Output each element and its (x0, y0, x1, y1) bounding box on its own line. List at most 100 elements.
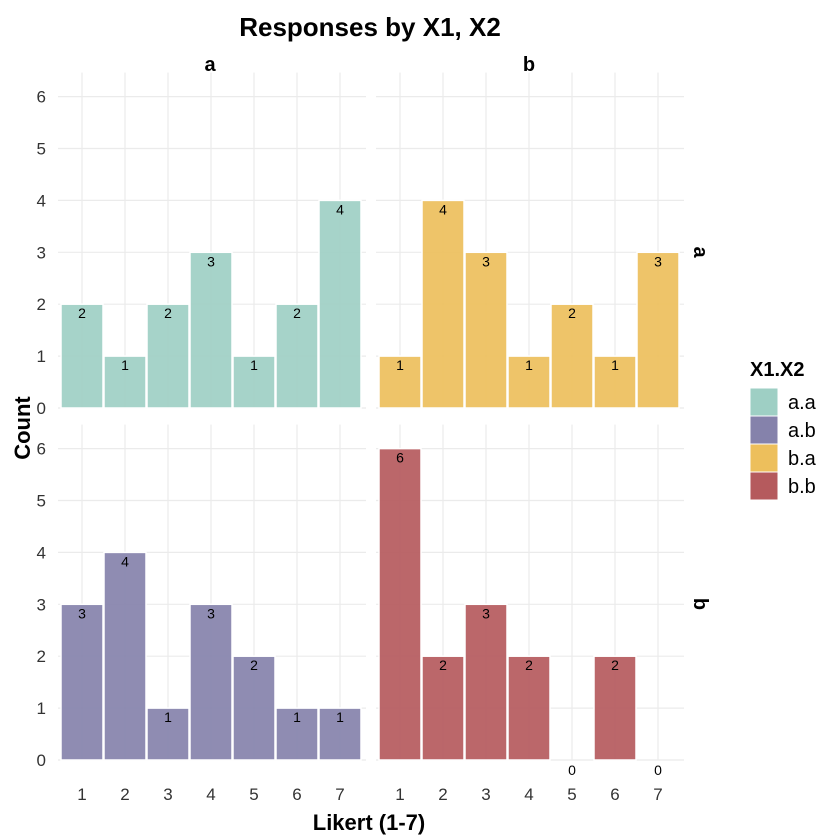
bar-label: 4 (121, 553, 129, 569)
panel-b-b: 6 2 3 2 0 2 0 1 2 3 4 5 6 7 (376, 424, 684, 804)
bar-label: 3 (207, 605, 215, 621)
y-axis-title: Count (10, 396, 35, 460)
y-tick-label: 2 (37, 647, 46, 666)
bar (378, 355, 422, 409)
panel-a-b: 1 4 3 1 2 1 3 (376, 72, 684, 409)
y-tick-label: 3 (37, 595, 46, 614)
bar (103, 355, 147, 409)
legend-title: X1.X2 (750, 359, 804, 381)
y-tick-label: 3 (37, 243, 46, 262)
y-tick-label: 0 (37, 399, 46, 418)
x-tick-label: 3 (163, 785, 172, 804)
legend-swatch (749, 415, 779, 445)
bar-label: 2 (439, 657, 447, 673)
bar-label: 2 (250, 657, 258, 673)
x-tick-label: 2 (120, 785, 129, 804)
row-strip-b: b (689, 598, 711, 610)
legend-label: a.b (788, 420, 816, 442)
bar (318, 707, 362, 761)
bar (103, 551, 147, 761)
bar (189, 251, 233, 409)
legend-label: a.a (788, 392, 817, 414)
bar-label: 4 (336, 201, 344, 217)
x-tick-label: 4 (524, 785, 533, 804)
bar-label: 2 (611, 657, 619, 673)
bar (421, 655, 465, 761)
bar-label: 1 (611, 357, 619, 373)
bar (550, 303, 594, 409)
y-tick-label: 4 (37, 191, 46, 210)
bar-label: 4 (439, 201, 447, 217)
bar (464, 603, 508, 761)
y-tick-label: 1 (37, 699, 46, 718)
bar (378, 447, 422, 761)
bar-label: 2 (293, 305, 301, 321)
bar (507, 355, 551, 409)
bar-label: 0 (654, 762, 662, 778)
y-tick-label: 2 (37, 295, 46, 314)
legend-swatch (749, 443, 779, 473)
bar-label: 3 (654, 253, 662, 269)
panel-a-a: 2 1 2 3 1 2 4 0 1 2 3 4 5 6 (37, 72, 366, 418)
bar (146, 303, 190, 409)
y-tick-label: 0 (37, 751, 46, 770)
bar (464, 251, 508, 409)
bar-label: 1 (525, 357, 533, 373)
bar (146, 707, 190, 761)
bar-label: 1 (164, 709, 172, 725)
bar-label: 2 (78, 305, 86, 321)
bar-label: 1 (336, 709, 344, 725)
y-tick-label: 6 (37, 88, 46, 107)
legend-swatch (749, 387, 779, 417)
bar-label: 3 (482, 253, 490, 269)
x-tick-label: 6 (292, 785, 301, 804)
panel-b-a: 3 4 1 3 2 1 1 0 1 2 3 4 5 6 1 2 3 4 5 6 7 (37, 424, 366, 804)
x-tick-label: 1 (395, 785, 404, 804)
bar-label: 3 (482, 605, 490, 621)
x-tick-label: 6 (610, 785, 619, 804)
bar (275, 303, 319, 409)
bar (636, 251, 680, 409)
bar (232, 655, 276, 761)
chart-title: Responses by X1, X2 (239, 12, 501, 42)
x-tick-label: 5 (567, 785, 576, 804)
bar-label: 0 (568, 762, 576, 778)
x-axis-title: Likert (1-7) (313, 810, 425, 835)
bar-label: 2 (525, 657, 533, 673)
legend-label: b.a (788, 448, 817, 470)
legend-swatch (749, 471, 779, 501)
bar (318, 199, 362, 409)
bar (189, 603, 233, 761)
bar (232, 355, 276, 409)
bar-label: 1 (121, 357, 129, 373)
legend: X1.X2 a.a a.b b.a b.b (749, 359, 817, 501)
col-strip-a: a (204, 54, 216, 76)
facet-panels: 2 1 2 3 1 2 4 0 1 2 3 4 5 6 1 4 3 1 2 1 3 3 4 1 3 2 1 1 0 1 2 3 4 5 6 1 2 3 4 5… (37, 72, 684, 804)
x-tick-label: 7 (335, 785, 344, 804)
x-tick-label: 2 (438, 785, 447, 804)
bar-label: 3 (207, 253, 215, 269)
bar-label: 1 (293, 709, 301, 725)
x-tick-label: 7 (653, 785, 662, 804)
y-tick-label: 6 (37, 440, 46, 459)
x-tick-label: 3 (481, 785, 490, 804)
x-tick-label: 1 (77, 785, 86, 804)
bar-label: 1 (396, 357, 404, 373)
x-tick-label: 5 (249, 785, 258, 804)
bar (421, 199, 465, 409)
y-tick-label: 5 (37, 140, 46, 159)
bar-label: 6 (396, 450, 404, 466)
y-tick-label: 1 (37, 347, 46, 366)
bar-label: 2 (568, 305, 576, 321)
y-tick-label: 4 (37, 543, 46, 562)
row-strip-a: a (689, 246, 711, 258)
col-strip-b: b (523, 54, 535, 76)
bar (593, 655, 637, 761)
bar-label: 3 (78, 605, 86, 621)
y-tick-label: 5 (37, 492, 46, 511)
bar (275, 707, 319, 761)
x-tick-label: 4 (206, 785, 215, 804)
bar-label: 2 (164, 305, 172, 321)
legend-label: b.b (788, 476, 816, 498)
